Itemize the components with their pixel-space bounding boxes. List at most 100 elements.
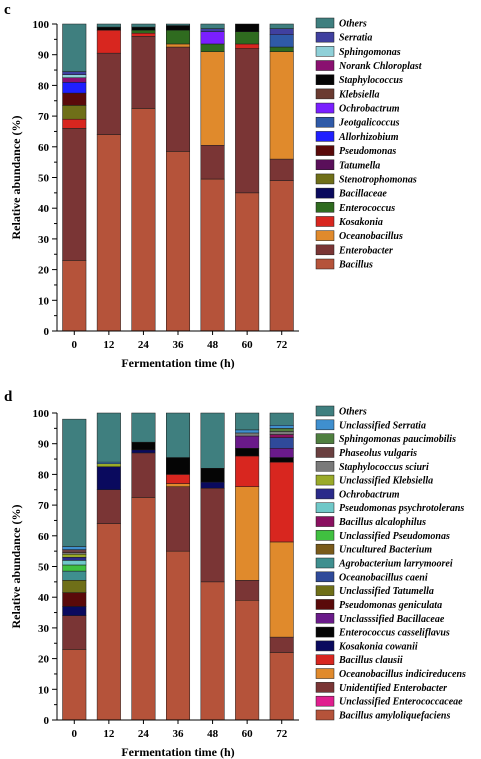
bar-segment [269,180,294,332]
legend-label: Ochrobactrum [339,104,400,115]
legend-label: Oceanobacillus caeni [339,572,428,583]
x-tick-label: 36 [173,728,185,740]
legend-item: Enterococcus casseliflavus [315,626,450,639]
legend-label: Unclassified Klebsiella [339,476,433,487]
bar-segment [269,34,294,48]
legend-swatch [315,447,335,458]
bar-segment [235,432,260,437]
bar-segment [62,71,87,75]
legend-swatch [315,543,335,555]
bar-segment [269,28,294,36]
legend-label: Oceanobacillus indicireducens [339,669,466,680]
bar-segment [166,483,191,487]
bar-segment [96,29,121,54]
legend-item: Unidentified Enterobacter [315,682,447,694]
legend-label: Unidentified Enterobacter [339,683,447,694]
legend-item: Stenotrophomonas [315,173,417,185]
bar-segment [62,23,87,72]
legend-item: Others [315,17,367,30]
legend-swatch [315,695,335,707]
bar-segment [131,441,156,451]
bar-segment [200,178,225,332]
legend-label: Ochrobactrum [339,489,400,500]
legend-label: Unclassified Pseudomonas [339,531,450,542]
legend-item: Unclassified Pseudomonas [315,530,450,542]
legend-swatch [315,461,335,472]
legend-swatch [315,131,335,142]
legend-label: Bacillaceae [338,189,387,200]
y-axis-title: Relative abundance (%) [9,116,23,240]
bar-segment [166,151,191,332]
x-tick-label: 60 [242,339,254,351]
bar-segment [166,25,191,31]
bar-segment [269,434,294,438]
panel-letter: d [4,389,13,405]
legend-label: Enterococcus casseliflavus [338,628,450,639]
legend-item: Tatumella [315,159,380,171]
bar-segment [166,412,191,458]
legend-label: Unclassified Serratia [339,420,426,431]
legend-swatch [315,599,335,610]
bar-segment [131,449,156,454]
y-tick-label: 80 [38,469,50,481]
bar-stack [62,23,87,332]
legend-item: Uncultured Bacterium [315,543,432,556]
bar-segment [62,105,87,120]
bar-segment [269,23,294,29]
legend-swatch [315,557,335,569]
bar-segment [62,570,87,581]
legend-swatch [315,419,335,431]
legend-item: Klebsiella [315,88,380,100]
legend-swatch [315,102,335,114]
legend-swatch [315,173,335,185]
bar-segment [62,615,87,650]
legend-label: Sphingomonas paucimobilis [339,434,456,445]
bar-segment [235,600,260,721]
legend-swatch [315,74,335,85]
y-tick-label: 0 [44,715,50,727]
y-tick-label: 30 [38,234,50,246]
bar-segment [269,636,294,653]
legend-swatch [315,433,335,444]
bar-segment [200,412,225,469]
bar-segment [269,46,294,52]
x-axis-title: Fermentation time (h) [121,356,234,370]
bar-segment [62,546,87,550]
y-tick-label: 90 [38,439,50,451]
y-tick-label: 10 [38,684,50,696]
bar-segment [62,418,87,547]
y-tick-label: 100 [33,19,50,31]
x-tick-label: 72 [276,728,288,740]
legend-label: Staphylococcus sciuri [339,462,429,473]
y-tick-label: 70 [38,500,50,512]
bar-segment [200,28,225,32]
legend-item: Oceanobacillus [315,230,403,242]
legend-swatch [315,60,335,71]
legend: Others Serratia Sphingomonas Norank Chlorop… [315,17,423,271]
y-tick-label: 10 [38,295,50,307]
x-tick-label: 72 [276,339,288,351]
y-tick-label: 40 [38,203,50,215]
bar-segment [131,452,156,498]
legend-item: Bacillus [315,258,373,271]
legend-item: Staphylococcus sciuri [315,461,429,473]
legend-swatch [315,654,335,665]
legend: Others Unclassified Serratia Sphingomonas … [315,405,466,722]
legend-label: Kosakonia cowanii [338,641,418,652]
legend-swatch [315,668,335,679]
x-tick-label: 24 [138,339,150,351]
legend-swatch [315,230,335,241]
legend-label: Staphylococcus [339,75,403,86]
legend-item: Bacillus clausii [315,654,403,666]
bar-segment [235,412,260,431]
legend-item: Bacillus alcalophilus [315,516,426,528]
bar-segment [166,43,191,48]
chart-panel-d: d 0 12 24 36 48 60 72 0 10 20 30 40 50 60 70 80 90 100 Ferm… [4,389,466,759]
bar-segment [200,468,225,483]
bar-segment [131,108,156,332]
legend-label: Unclassified Enterococcaceae [339,697,463,708]
bar-segment [200,487,225,583]
legend-swatch [315,187,335,199]
legend-item: Unclassified Tatumella [315,585,434,597]
